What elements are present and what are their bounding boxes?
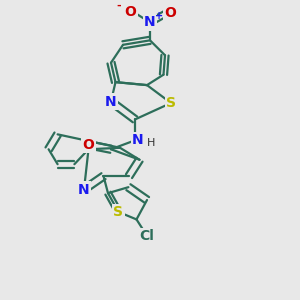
Text: N: N xyxy=(105,94,117,109)
Text: O: O xyxy=(164,6,176,20)
Text: S: S xyxy=(166,96,176,110)
Text: -: - xyxy=(117,1,122,11)
Text: N: N xyxy=(78,183,90,196)
Text: N: N xyxy=(144,15,156,29)
Text: Cl: Cl xyxy=(140,229,154,243)
Text: +: + xyxy=(155,11,163,22)
Text: O: O xyxy=(124,5,136,19)
Text: S: S xyxy=(113,205,124,219)
Text: N: N xyxy=(132,133,144,147)
Text: O: O xyxy=(82,138,94,152)
Text: H: H xyxy=(147,138,156,148)
